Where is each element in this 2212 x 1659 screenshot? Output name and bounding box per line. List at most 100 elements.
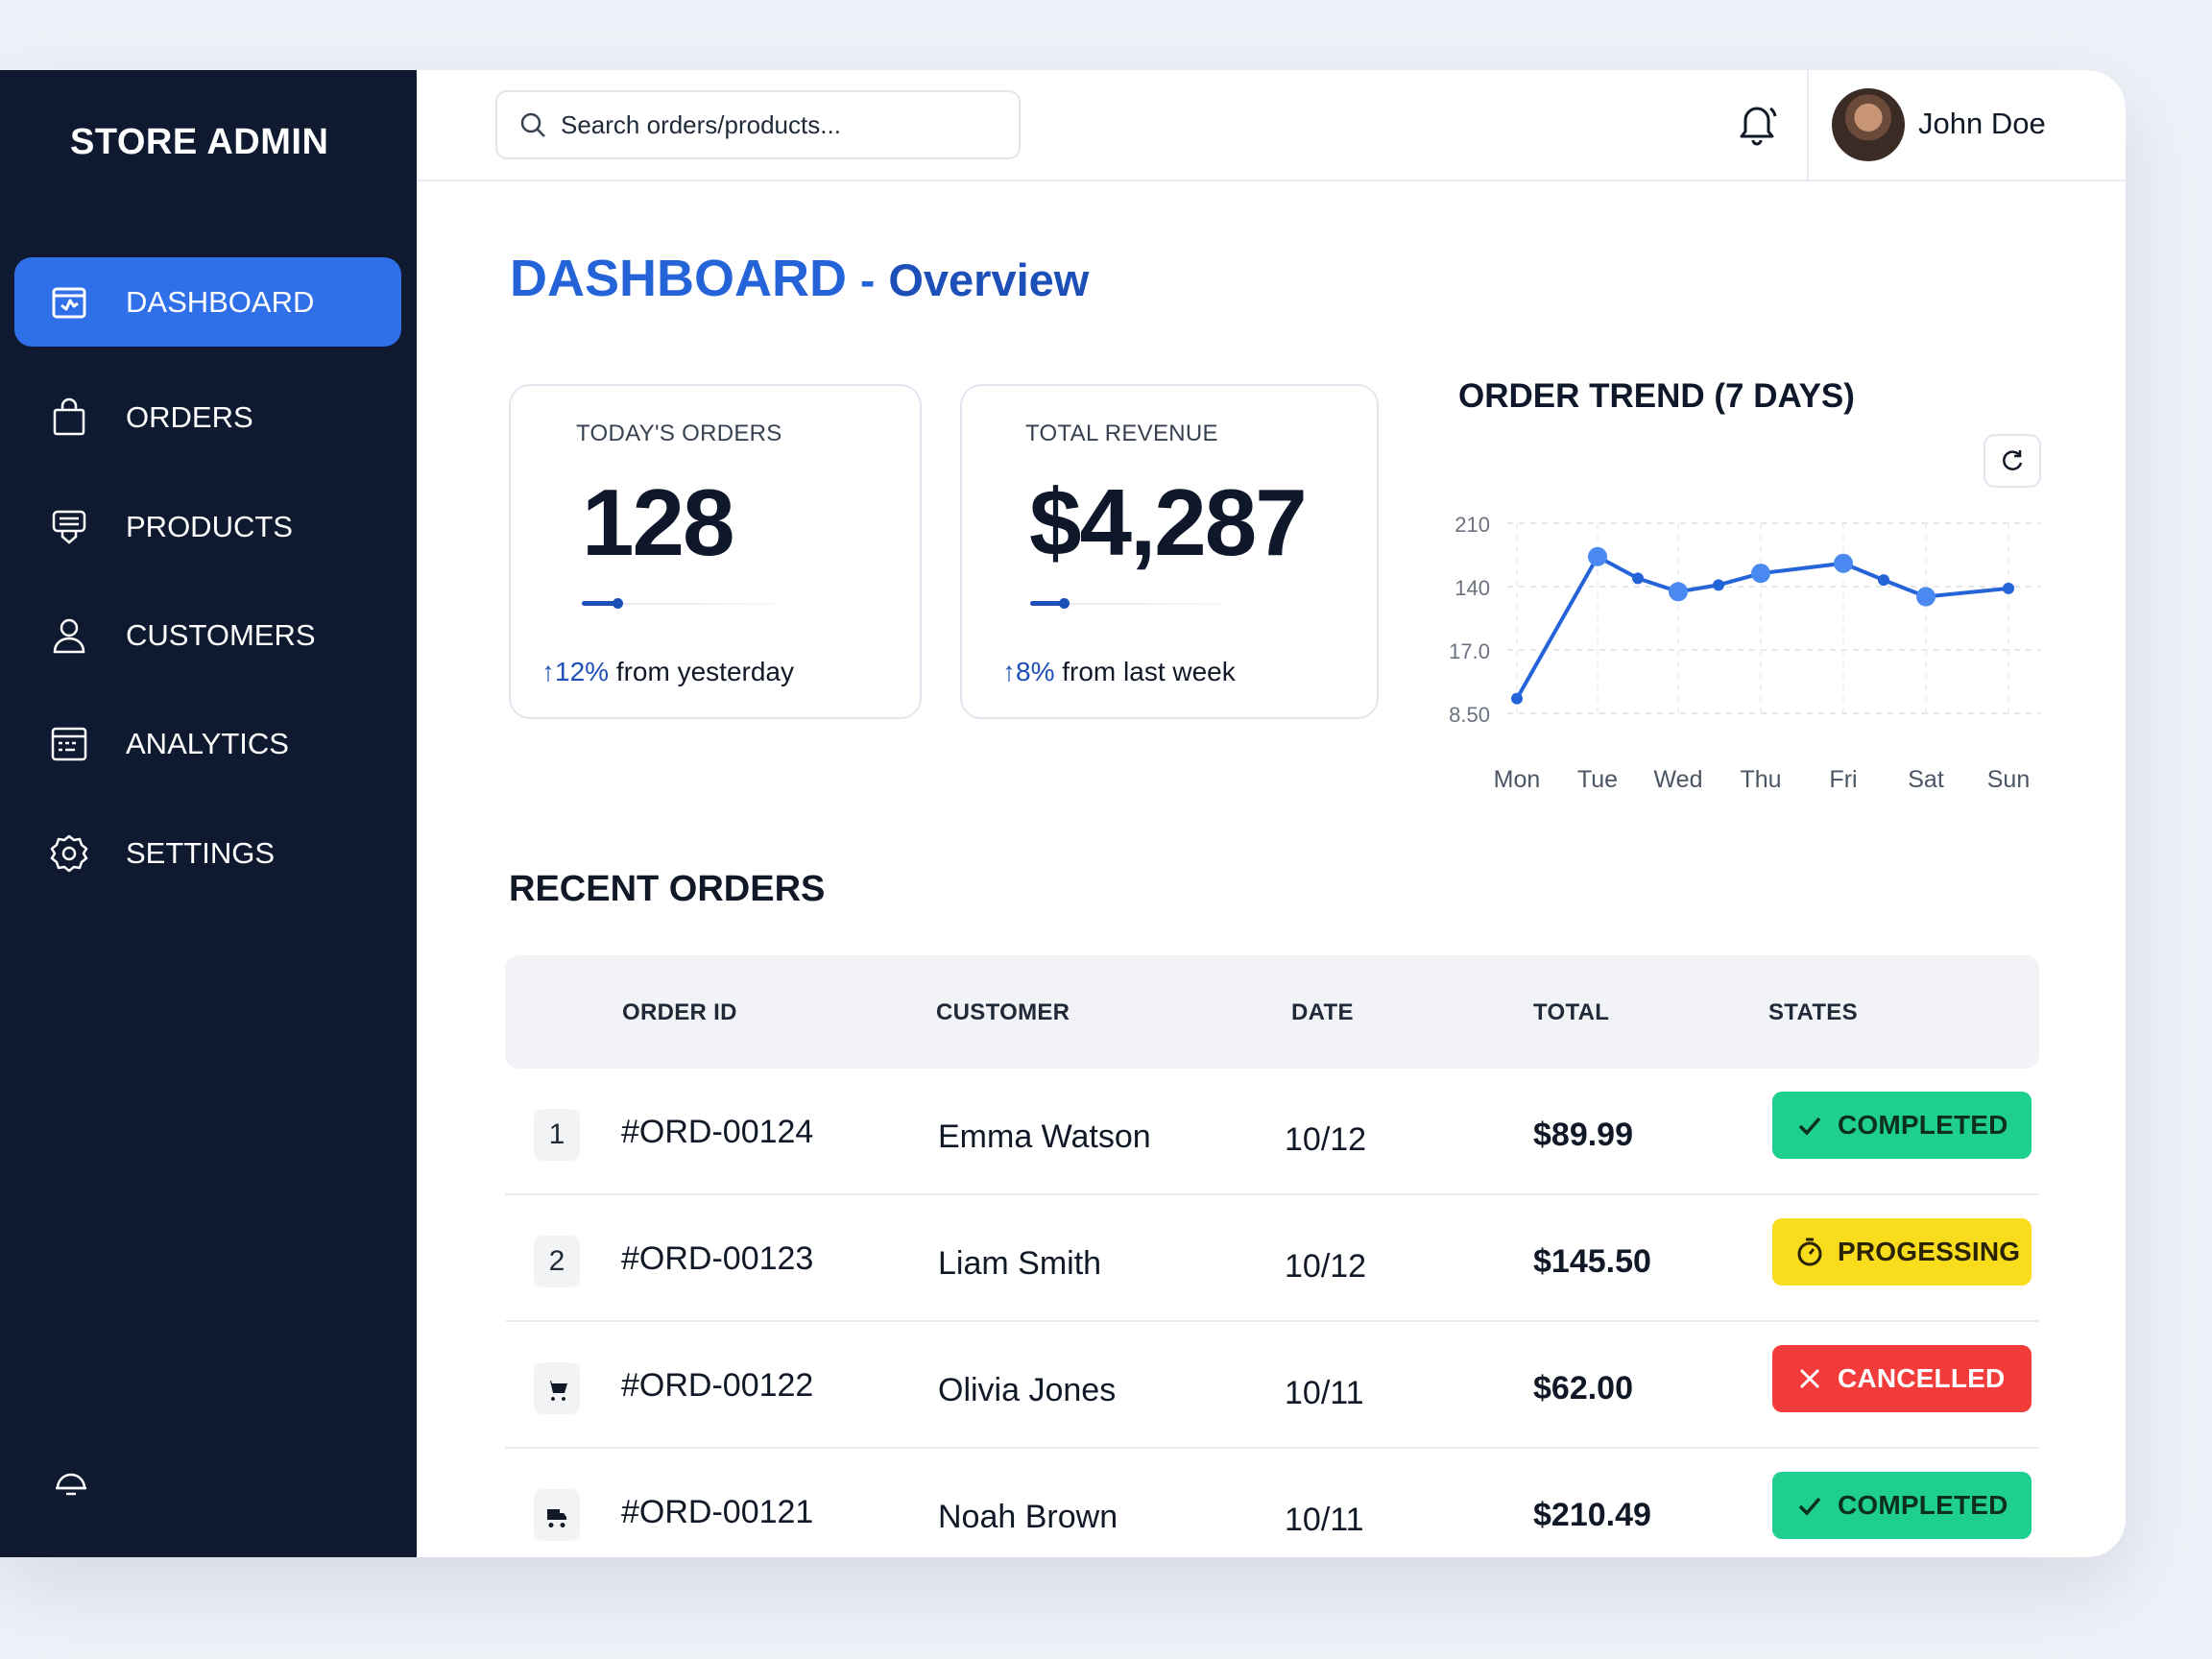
status-badge: COMPLETED <box>1772 1472 2032 1539</box>
y-tick-label: 8.50 <box>1449 703 1490 727</box>
stat-change-text: from last week <box>1062 657 1236 686</box>
orders-table: ORDER ID CUSTOMER DATE TOTAL STATES 1 #O… <box>505 955 2039 1557</box>
status-badge: CANCELLED <box>1772 1345 2032 1412</box>
order-total: $62.00 <box>1533 1370 1633 1407</box>
bell-icon[interactable] <box>1732 99 1782 149</box>
cart-icon <box>546 1381 567 1401</box>
row-number: 2 <box>534 1236 580 1287</box>
search-input[interactable] <box>561 109 1002 140</box>
order-date: 10/11 <box>1285 1375 1364 1411</box>
close-icon <box>1799 1368 1820 1389</box>
x-tick-label: Thu <box>1740 766 1781 793</box>
status-label: PROGESSING <box>1838 1237 2021 1266</box>
sidebar-item-customers[interactable]: CUSTOMERS <box>14 590 401 680</box>
data-point[interactable] <box>1632 572 1644 585</box>
sidebar-item-dashboard[interactable]: DASHBOARD <box>14 257 401 347</box>
data-point[interactable] <box>1916 587 1936 607</box>
y-tick-label: 140 <box>1455 576 1490 600</box>
stat-value: $4,287 <box>1029 469 1308 575</box>
delivery-icon <box>547 1509 566 1527</box>
topbar-divider <box>1807 70 1809 181</box>
sidebar-item-products[interactable]: PRODUCTS <box>14 482 401 571</box>
app-window: STORE ADMIN DASHBOARD ORDERS PRODUCTS CU… <box>0 70 2126 1557</box>
page-title: DASHBOARD - Overview <box>510 249 1089 308</box>
table-row[interactable]: #ORD-00121 Noah Brown 10/11 $210.49 COMP… <box>505 1449 2039 1557</box>
dashboard-icon <box>48 281 90 324</box>
row-number: 1 <box>534 1109 580 1161</box>
stat-card-revenue: TOTAL REVENUE $4,287 ↑8% from last week <box>960 384 1379 719</box>
table-row[interactable]: 2 #ORD-00123 Liam Smith 10/12 $145.50 PR… <box>505 1195 2039 1322</box>
recent-orders-title: RECENT ORDERS <box>509 869 826 909</box>
data-point[interactable] <box>1713 579 1724 591</box>
gear-icon <box>48 832 90 875</box>
stat-progress <box>1030 598 1222 609</box>
data-point[interactable] <box>1588 546 1607 566</box>
sidebar: STORE ADMIN DASHBOARD ORDERS PRODUCTS CU… <box>0 70 417 1557</box>
row-number <box>534 1489 580 1541</box>
topbar: John Doe <box>417 70 2126 181</box>
sidebar-item-settings[interactable]: SETTINGS <box>14 808 401 898</box>
search-icon <box>520 112 545 137</box>
sidebar-item-orders[interactable]: ORDERS <box>14 373 401 462</box>
data-point[interactable] <box>1511 692 1523 705</box>
refresh-button[interactable] <box>1984 434 2041 488</box>
avatar[interactable] <box>1832 88 1905 161</box>
stat-card-orders: TODAY'S ORDERS 128 ↑12% from yesterday <box>509 384 922 719</box>
page-title-separator: - <box>860 255 876 305</box>
arrow-up-icon: ↑ <box>541 657 555 686</box>
order-id[interactable]: #ORD-00121 <box>621 1494 814 1530</box>
order-id[interactable]: #ORD-00122 <box>621 1367 814 1404</box>
page-title-main: DASHBOARD <box>510 250 847 307</box>
data-point[interactable] <box>1669 582 1688 602</box>
data-point[interactable] <box>1878 574 1889 587</box>
stat-change-value: 8% <box>1016 657 1055 686</box>
x-tick-label: Wed <box>1654 766 1703 793</box>
sidebar-item-label: PRODUCTS <box>126 509 293 543</box>
help-icon[interactable] <box>50 1459 92 1502</box>
sidebar-item-label: SETTINGS <box>126 835 276 870</box>
column-header[interactable]: TOTAL <box>1533 999 1610 1025</box>
order-date: 10/12 <box>1285 1121 1367 1158</box>
stat-progress <box>582 598 774 609</box>
chart-title: ORDER TREND (7 DAYS) <box>1458 377 1855 415</box>
search-box[interactable] <box>495 90 1021 159</box>
column-header[interactable]: ORDER ID <box>622 999 737 1025</box>
column-header[interactable]: STATES <box>1768 999 1858 1025</box>
order-total: $145.50 <box>1533 1243 1651 1280</box>
customer-name: Olivia Jones <box>938 1372 1117 1408</box>
data-point[interactable] <box>1751 564 1770 584</box>
status-label: COMPLETED <box>1838 1490 2008 1520</box>
status-label: CANCELLED <box>1838 1363 2006 1393</box>
order-date: 10/12 <box>1285 1248 1367 1285</box>
column-header[interactable]: CUSTOMER <box>936 999 1070 1025</box>
series-line <box>1515 554 2009 700</box>
data-point[interactable] <box>1834 553 1853 573</box>
stat-value: 128 <box>582 469 735 575</box>
customer-name: Noah Brown <box>938 1499 1118 1535</box>
sidebar-item-analytics[interactable]: ANALYTICS <box>14 699 401 788</box>
stat-change-value: 12% <box>555 657 610 686</box>
x-tick-label: Fri <box>1829 766 1857 793</box>
box-icon <box>48 506 90 548</box>
sidebar-item-label: CUSTOMERS <box>126 617 316 652</box>
user-name[interactable]: John Doe <box>1918 107 2046 140</box>
y-tick-label: 210 <box>1455 513 1490 537</box>
data-point[interactable] <box>2003 582 2014 594</box>
brand-title: STORE ADMIN <box>70 122 329 162</box>
timer-icon <box>1797 1238 1822 1266</box>
order-id[interactable]: #ORD-00124 <box>621 1114 814 1150</box>
status-badge: PROGESSING <box>1772 1218 2032 1286</box>
table-row[interactable]: #ORD-00122 Olivia Jones 10/11 $62.00 CAN… <box>505 1322 2039 1449</box>
order-id[interactable]: #ORD-00123 <box>621 1240 814 1277</box>
stat-change: ↑12% from yesterday <box>541 657 794 687</box>
sidebar-item-label: ANALYTICS <box>126 726 289 760</box>
order-total: $89.99 <box>1533 1117 1633 1153</box>
y-tick-label: 17.0 <box>1449 639 1490 663</box>
shopping-bag-icon <box>48 397 90 439</box>
row-number <box>534 1362 580 1414</box>
table-row[interactable]: 1 #ORD-00124 Emma Watson 10/12 $89.99 CO… <box>505 1069 2039 1195</box>
column-header[interactable]: DATE <box>1291 999 1354 1025</box>
arrow-up-icon: ↑ <box>1002 657 1016 686</box>
sidebar-item-label: ORDERS <box>126 399 253 434</box>
x-tick-label: Tue <box>1577 766 1618 793</box>
